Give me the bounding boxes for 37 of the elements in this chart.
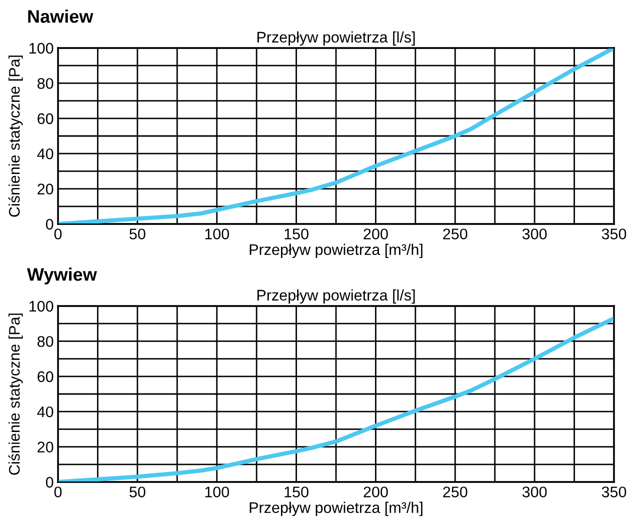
- y-tick-label: 40: [37, 406, 54, 418]
- y-tick-label: 80: [38, 336, 54, 347]
- x-tick-label: 200: [364, 228, 388, 240]
- x-tick-label: 50: [130, 486, 146, 498]
- y-tick-label: 100: [30, 300, 54, 312]
- line-series: [58, 48, 614, 224]
- chart-title: Nawiew: [28, 10, 94, 23]
- x-tick-label: 300: [522, 486, 547, 498]
- x-tick-label: 0: [54, 486, 62, 498]
- x-tick-label: 100: [205, 228, 230, 240]
- y-tick-label: 60: [38, 371, 54, 382]
- y-tick-label: 100: [30, 42, 54, 54]
- x2-axis-title: Przepływ powietrza [l/s]: [257, 289, 415, 304]
- x-tick-label: 150: [284, 486, 308, 498]
- x-tick-label: 350: [602, 228, 626, 240]
- x-tick-label: 50: [130, 228, 146, 240]
- y-tick-label: 40: [37, 148, 54, 160]
- x-tick-label: 250: [443, 228, 468, 240]
- x-axis-title: Przepływ powietrza [m³/h]: [250, 244, 422, 258]
- x-tick-label: 300: [522, 228, 547, 240]
- x-tick-label: 250: [443, 486, 468, 498]
- y-tick-label: 80: [38, 78, 54, 89]
- chart-title: Wywiew: [27, 268, 97, 284]
- y-tick-label: 60: [38, 113, 54, 124]
- y-tick-label: 0: [46, 476, 54, 488]
- y-axis-title: Ciśnienie statyczne [Pa]: [8, 314, 23, 475]
- x-tick-label: 0: [54, 228, 62, 240]
- x-tick-label: 350: [602, 486, 626, 498]
- x-axis-title: Przepływ powietrza [m³/h]: [250, 502, 422, 516]
- y-tick-label: 20: [38, 184, 54, 194]
- x-tick-label: 100: [205, 486, 230, 498]
- x2-axis-title: Przepływ powietrza [l/s]: [257, 31, 415, 46]
- y-tick-label: 0: [46, 218, 54, 230]
- x-tick-label: 150: [284, 228, 308, 240]
- y-tick-label: 20: [38, 442, 54, 452]
- x-tick-label: 200: [364, 486, 388, 498]
- y-axis-title: Ciśnienie statyczne [Pa]: [8, 56, 23, 217]
